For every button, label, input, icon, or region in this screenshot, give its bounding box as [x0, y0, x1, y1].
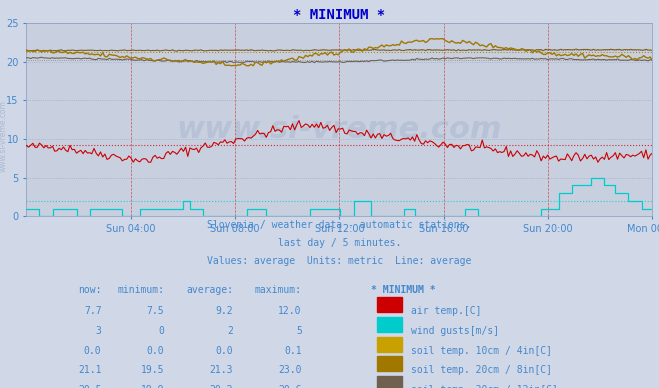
Text: 0.1: 0.1 [284, 346, 302, 356]
Text: 19.5: 19.5 [140, 365, 164, 376]
Text: 0.0: 0.0 [146, 346, 164, 356]
FancyBboxPatch shape [377, 376, 402, 388]
Text: now:: now: [78, 285, 101, 295]
Text: 12.0: 12.0 [278, 307, 302, 317]
Text: 9.2: 9.2 [215, 307, 233, 317]
Text: www.si-vreme.com: www.si-vreme.com [0, 100, 8, 172]
Text: 7.7: 7.7 [84, 307, 101, 317]
Text: 3: 3 [96, 326, 101, 336]
Text: 0.0: 0.0 [215, 346, 233, 356]
Text: 21.3: 21.3 [210, 365, 233, 376]
Text: 20.6: 20.6 [278, 385, 302, 388]
FancyBboxPatch shape [377, 317, 402, 332]
Text: minimum:: minimum: [117, 285, 164, 295]
Text: last day / 5 minutes.: last day / 5 minutes. [277, 237, 401, 248]
FancyBboxPatch shape [377, 357, 402, 371]
FancyBboxPatch shape [377, 337, 402, 352]
Text: average:: average: [186, 285, 233, 295]
Title: * MINIMUM *: * MINIMUM * [293, 8, 386, 22]
Text: maximum:: maximum: [255, 285, 302, 295]
Text: Values: average  Units: metric  Line: average: Values: average Units: metric Line: aver… [207, 256, 472, 266]
Text: soil temp. 10cm / 4in[C]: soil temp. 10cm / 4in[C] [411, 346, 552, 356]
Text: 21.1: 21.1 [78, 365, 101, 376]
Text: 2: 2 [227, 326, 233, 336]
Text: Slovenia / weather data - automatic stations.: Slovenia / weather data - automatic stat… [207, 220, 472, 230]
Text: 23.0: 23.0 [278, 365, 302, 376]
Text: 20.2: 20.2 [210, 385, 233, 388]
Text: 20.5: 20.5 [78, 385, 101, 388]
Text: 7.5: 7.5 [146, 307, 164, 317]
Text: air temp.[C]: air temp.[C] [411, 307, 482, 317]
Text: 0: 0 [158, 326, 164, 336]
FancyBboxPatch shape [377, 298, 402, 312]
Text: 5: 5 [296, 326, 302, 336]
Text: www.si-vreme.com: www.si-vreme.com [177, 115, 502, 144]
Text: 0.0: 0.0 [84, 346, 101, 356]
Text: soil temp. 20cm / 8in[C]: soil temp. 20cm / 8in[C] [411, 365, 552, 376]
Text: 19.9: 19.9 [140, 385, 164, 388]
Text: * MINIMUM *: * MINIMUM * [370, 285, 436, 295]
Text: soil temp. 30cm / 12in[C]: soil temp. 30cm / 12in[C] [411, 385, 558, 388]
Text: wind gusts[m/s]: wind gusts[m/s] [411, 326, 500, 336]
